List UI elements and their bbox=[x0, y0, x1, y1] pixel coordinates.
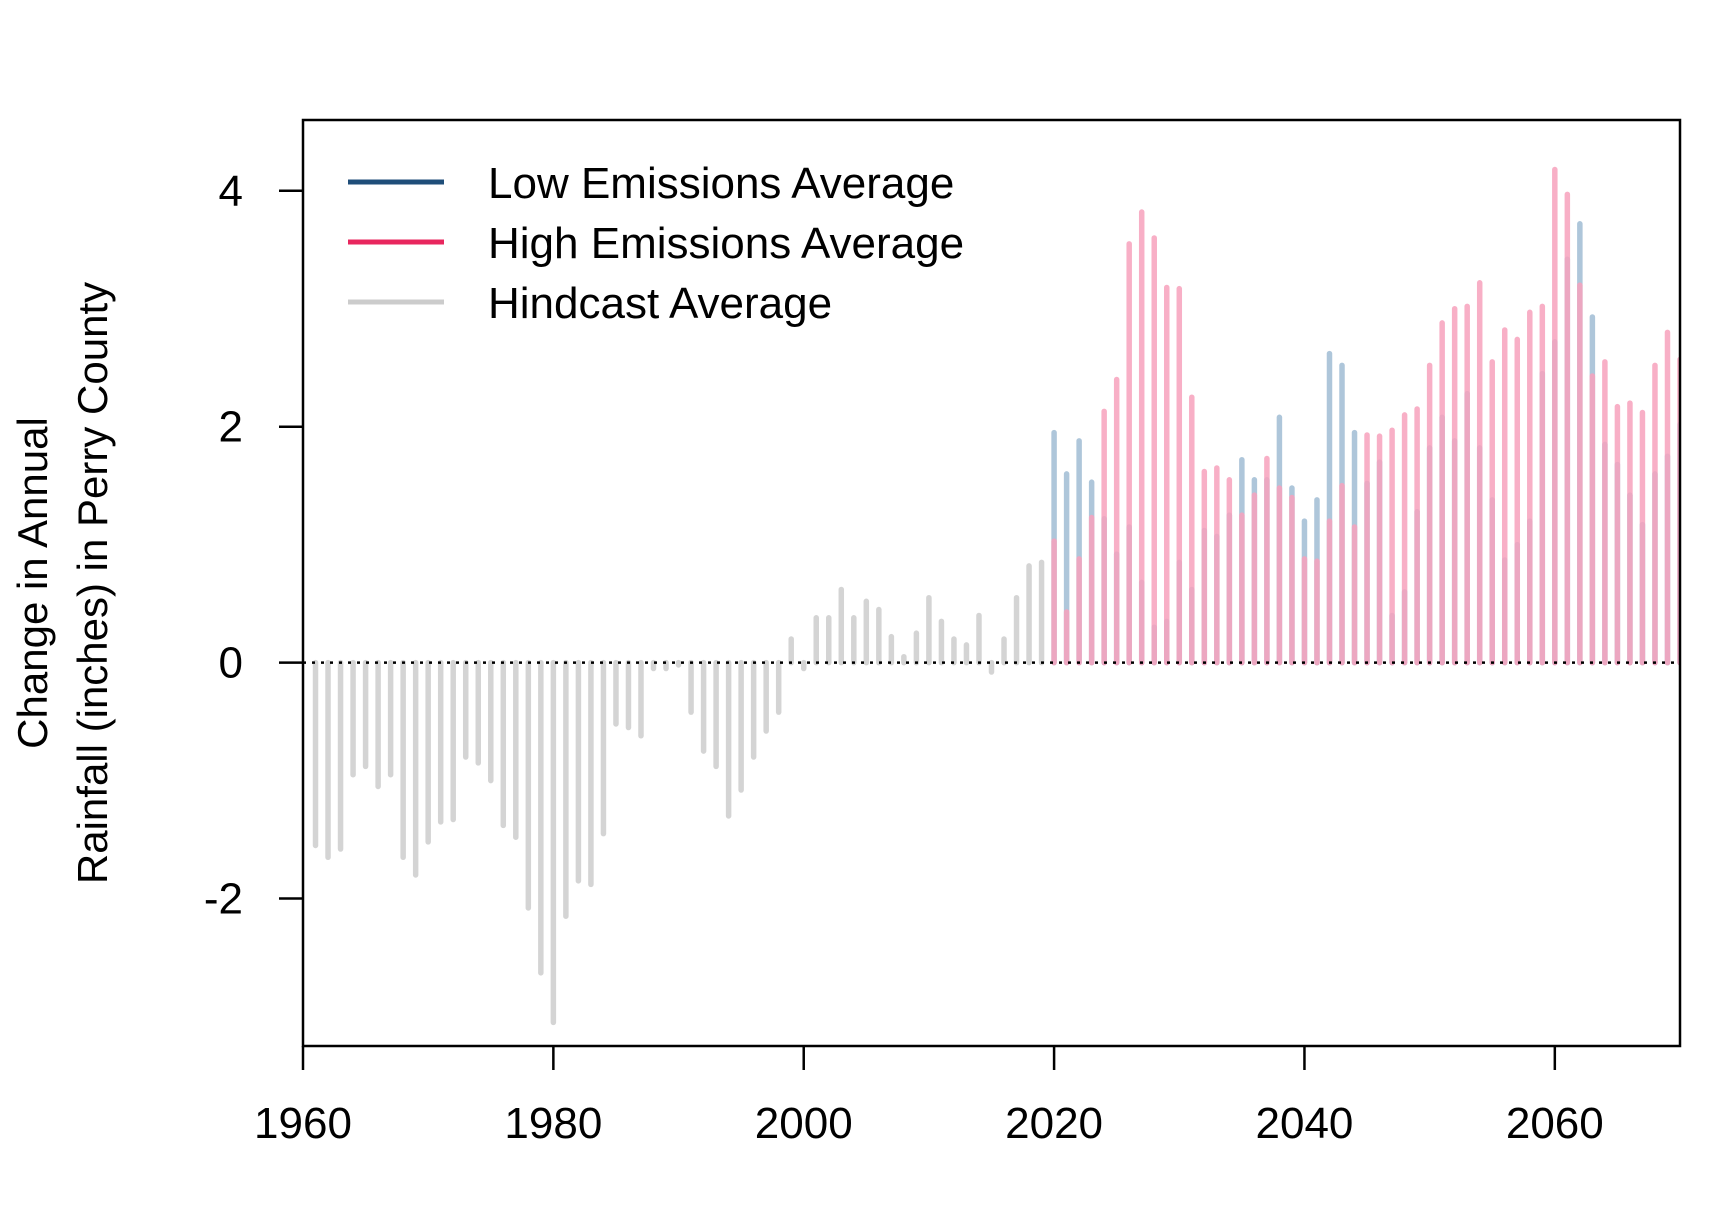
y-tick-label-2: 2 bbox=[219, 403, 243, 452]
x-tick-label-2060: 2060 bbox=[1506, 1099, 1604, 1148]
x-tick-label-2020: 2020 bbox=[1005, 1099, 1103, 1148]
y-tick-label-0: 0 bbox=[219, 639, 243, 688]
y-axis-title-line-2: Rainfall (inches) in Perry County bbox=[69, 282, 116, 884]
legend: Low Emissions Average High Emissions Aver… bbox=[348, 159, 964, 328]
legend-label-high-emissions-average: High Emissions Average bbox=[488, 219, 964, 268]
x-tick-label-1960: 1960 bbox=[254, 1099, 352, 1148]
y-tick-label--2: -2 bbox=[204, 875, 243, 924]
y-axis-title-line-1: Change in Annual bbox=[9, 417, 56, 749]
bars-layer bbox=[312, 166, 1680, 1026]
legend-label-low-emissions-average: Low Emissions Average bbox=[488, 159, 954, 208]
y-axis: -2 0 2 4 bbox=[204, 167, 303, 924]
x-tick-label-2000: 2000 bbox=[755, 1099, 853, 1148]
x-tick-label-2040: 2040 bbox=[1256, 1099, 1354, 1148]
x-tick-label-1980: 1980 bbox=[504, 1099, 602, 1148]
x-axis: 1960 1980 2000 2020 2040 2060 bbox=[254, 1046, 1604, 1148]
y-tick-label-4: 4 bbox=[219, 167, 243, 216]
y-axis-title: Change in Annual Rainfall (inches) in Per… bbox=[9, 282, 116, 884]
legend-label-hindcast-average: Hindcast Average bbox=[488, 279, 832, 328]
plot-frame bbox=[301, 118, 1682, 1048]
